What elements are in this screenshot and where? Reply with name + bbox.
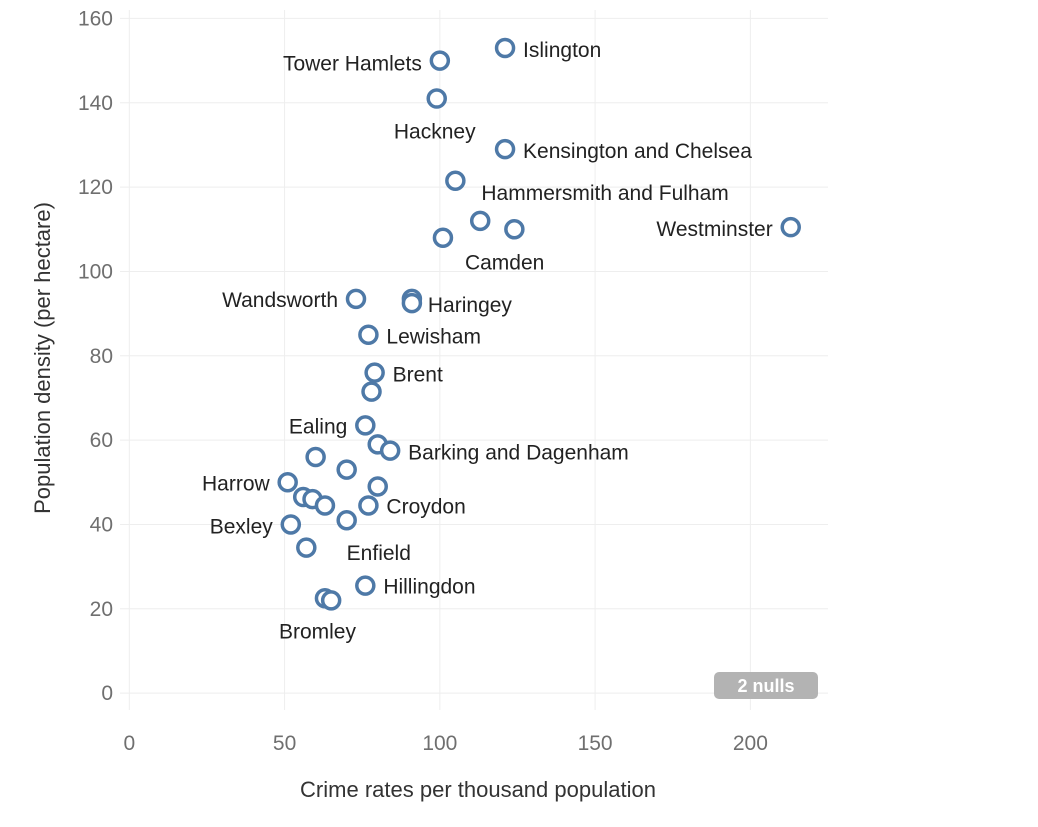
point-label: Westminster (656, 218, 772, 241)
x-tick-label: 200 (733, 732, 768, 755)
data-point (445, 170, 466, 192)
point-label: Hillingdon (383, 576, 475, 599)
data-point (345, 288, 367, 310)
data-point (296, 537, 317, 558)
point-label: Hackney (394, 121, 476, 144)
data-point (361, 381, 382, 402)
data-point (469, 210, 491, 232)
data-point (336, 459, 357, 480)
data-point (504, 219, 525, 240)
y-tick-label: 60 (90, 429, 113, 452)
y-tick-label: 160 (78, 7, 113, 30)
data-point (364, 362, 385, 383)
data-point (358, 495, 379, 516)
point-label: Hammersmith and Fulham (481, 182, 728, 205)
data-point (401, 292, 423, 314)
data-point (355, 575, 376, 596)
nulls-badge-background (714, 672, 818, 699)
point-label: Lewisham (386, 326, 481, 349)
point-label: Haringey (428, 294, 513, 317)
y-tick-label: 100 (78, 260, 113, 283)
data-point (379, 440, 401, 461)
point-labels: Islington Tower Hamlets Hackney Kensington … (202, 39, 773, 643)
y-tick-label: 120 (78, 176, 113, 199)
data-point (780, 216, 801, 238)
data-point (426, 88, 447, 109)
data-point (358, 324, 379, 345)
x-tick-label: 50 (273, 732, 296, 755)
y-tick-label: 20 (90, 598, 113, 621)
y-axis-title: Population density (per hectare) (30, 202, 55, 514)
point-label: Tower Hamlets (283, 53, 422, 76)
x-tick-label: 100 (422, 732, 457, 755)
x-tick-label: 150 (578, 732, 613, 755)
x-axis-ticks: 0 50 100 150 200 (123, 732, 767, 755)
data-point (320, 590, 342, 611)
data-point (336, 509, 357, 531)
point-label: Brent (393, 364, 443, 387)
point-label: Enfield (347, 542, 411, 565)
point-label: Barking and Dagenham (408, 442, 629, 465)
data-point (277, 472, 298, 493)
data-point (305, 446, 326, 468)
point-label: Islington (523, 39, 601, 62)
data-point (367, 476, 388, 497)
x-axis-title: Crime rates per thousand population (300, 777, 656, 802)
point-label: Ealing (289, 415, 347, 438)
data-point (494, 138, 516, 160)
nulls-badge-text: 2 nulls (737, 676, 794, 696)
gridlines (120, 10, 828, 710)
y-tick-label: 80 (90, 345, 113, 368)
point-label: Camden (465, 252, 544, 275)
data-points (277, 37, 801, 611)
point-label: Kensington and Chelsea (523, 140, 752, 163)
point-label: Bexley (210, 515, 274, 538)
data-point (432, 227, 454, 248)
data-point (314, 495, 336, 516)
y-tick-label: 140 (78, 92, 113, 115)
data-point (355, 415, 376, 436)
y-tick-label: 0 (101, 682, 113, 705)
y-tick-label: 40 (90, 513, 113, 536)
point-label: Bromley (279, 620, 357, 643)
data-point (280, 514, 302, 535)
point-label: Croydon (386, 495, 465, 518)
nulls-badge[interactable]: 2 nulls (714, 672, 818, 699)
point-label: Wandsworth (222, 289, 338, 312)
data-point (429, 50, 451, 71)
data-point (494, 37, 516, 59)
x-tick-label: 0 (123, 732, 135, 755)
y-axis-ticks: 0 20 40 60 80 100 120 140 160 (78, 7, 113, 705)
point-label: Harrow (202, 472, 271, 495)
